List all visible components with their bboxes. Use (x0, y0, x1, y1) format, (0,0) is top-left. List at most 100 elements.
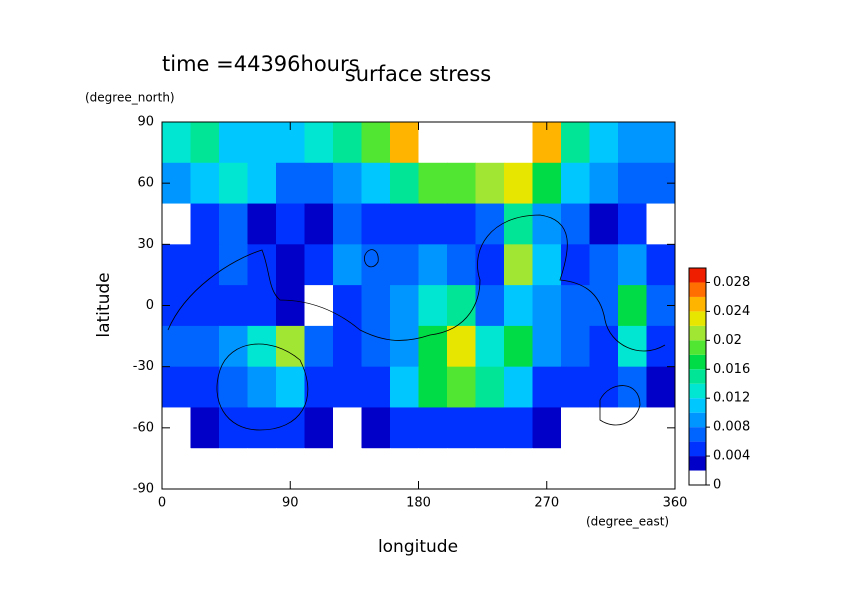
contour-cell (504, 244, 533, 286)
colorbar-band (689, 311, 706, 326)
contour-cell (333, 285, 362, 327)
contour-cell (618, 244, 647, 286)
contour-cell (646, 244, 676, 286)
contour-cell (418, 285, 448, 327)
contour-cell (475, 244, 505, 286)
colorbar-tick-label: 0.02 (713, 333, 742, 348)
contour-cell (219, 366, 248, 408)
contour-cell (447, 122, 476, 164)
coastline (599, 385, 641, 426)
contour-cell (304, 203, 334, 245)
contour-cell (247, 325, 277, 368)
contour-cell (190, 325, 220, 368)
y-tick-label: -60 (133, 420, 154, 435)
contour-cell (162, 203, 191, 245)
contour-cell (276, 285, 305, 327)
contour-cell (276, 244, 305, 286)
chart-title: surface stress (345, 62, 491, 86)
contour-cell (589, 407, 619, 449)
contour-cell (418, 122, 448, 164)
y-tick-label: 30 (137, 237, 154, 252)
contour-cell (304, 366, 334, 408)
contour-cell (561, 244, 590, 286)
contour-cell (219, 448, 248, 490)
contour-cell (247, 244, 277, 286)
contour-cell (276, 162, 305, 205)
contour-cell (247, 203, 277, 245)
contour-cell (390, 203, 419, 245)
contour-cell (247, 407, 277, 449)
contour-cell (589, 325, 619, 368)
contour-cell (646, 366, 676, 408)
contour-cell (475, 122, 505, 164)
contour-cell (589, 203, 619, 245)
contour-cell (504, 448, 533, 490)
contour-cell (276, 407, 305, 449)
contour-cell (475, 285, 505, 327)
colorbar-tick-label: 0 (713, 478, 721, 493)
y-axis-label: latitude (94, 272, 114, 337)
contour-cell (304, 325, 334, 368)
y-tick-label: -30 (133, 359, 154, 374)
contour-cell (532, 366, 562, 408)
contour-cell (333, 203, 362, 245)
contour-cell (618, 366, 647, 408)
contour-cell (390, 285, 419, 327)
contour-cell (418, 407, 448, 449)
contour-cell (618, 203, 647, 245)
coastlines (167, 214, 666, 431)
contour-cell (162, 325, 191, 368)
x-tick-label: 270 (534, 496, 559, 511)
contour-cell (190, 162, 220, 205)
contour-cell (561, 366, 590, 408)
contour-cell (333, 366, 362, 408)
contour-cell (532, 162, 562, 205)
contour-cell (219, 244, 248, 286)
contour-cell (247, 448, 277, 490)
contour-cell (361, 325, 391, 368)
y-unit: (degree_north) (85, 91, 175, 105)
contour-cell (390, 366, 419, 408)
x-axis-label: longitude (378, 537, 458, 557)
contour-cell (390, 448, 419, 490)
colorbar-tick-label: 0.004 (713, 449, 750, 464)
contour-cell (190, 285, 220, 327)
contour-cell (333, 244, 362, 286)
coastline (167, 214, 666, 352)
contour-cell (532, 244, 562, 286)
contour-field (162, 122, 676, 490)
colorbar-band (689, 340, 706, 355)
contour-cell (447, 325, 476, 368)
colorbar-band (689, 354, 706, 370)
contour-cell (447, 203, 476, 245)
colorbar-band (689, 383, 706, 399)
y-tick-label: -90 (133, 482, 154, 497)
contour-cell (190, 203, 220, 245)
contour-cell (504, 325, 533, 368)
contour-cell (162, 244, 191, 286)
contour-cell (646, 325, 676, 368)
contour-cell (333, 325, 362, 368)
colorbar: 0 0.004 0.008 0.012 0.016 0.02 0.024 0.028 (688, 267, 750, 493)
colorbar-band (689, 268, 706, 283)
y-tick-label: 0 (146, 298, 154, 313)
contour-cell (589, 122, 619, 164)
colorbar-band (689, 470, 706, 485)
contour-cell (532, 325, 562, 368)
contour-cell (190, 244, 220, 286)
contour-cell (361, 366, 391, 408)
x-tick-label: 90 (282, 496, 299, 511)
contour-cell (390, 407, 419, 449)
contour-cell (219, 203, 248, 245)
contour-cell (219, 162, 248, 205)
contour-cell (646, 448, 676, 490)
contour-cell (532, 285, 562, 327)
contour-cell (418, 162, 448, 205)
colorbar-band (689, 441, 706, 457)
colorbar-band (689, 412, 706, 428)
contour-cell (333, 122, 362, 164)
contour-cell (475, 366, 505, 408)
contour-cell (618, 162, 647, 205)
contour-cell (304, 162, 334, 205)
